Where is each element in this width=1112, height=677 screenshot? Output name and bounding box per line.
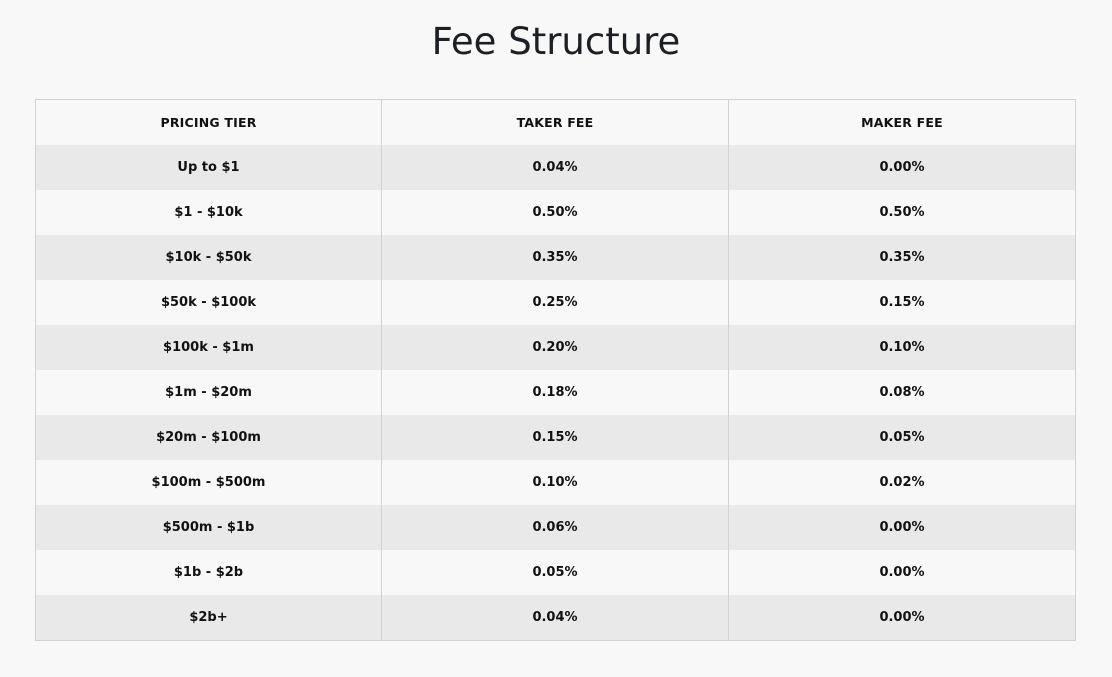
cell-maker-fee: 0.08% bbox=[728, 370, 1076, 415]
cell-tier: $1b - $2b bbox=[35, 550, 382, 595]
cell-taker-fee: 0.04% bbox=[381, 595, 729, 641]
table-header: PRICING TIER TAKER FEE MAKER FEE bbox=[35, 99, 1076, 145]
cell-taker-fee: 0.50% bbox=[381, 190, 729, 235]
table-row: $1b - $2b 0.05% 0.00% bbox=[35, 550, 1076, 595]
cell-maker-fee: 0.00% bbox=[728, 505, 1076, 550]
cell-maker-fee: 0.02% bbox=[728, 460, 1076, 505]
cell-tier: $2b+ bbox=[35, 595, 382, 641]
page-title: Fee Structure bbox=[431, 20, 681, 63]
cell-tier: Up to $1 bbox=[35, 145, 382, 190]
cell-maker-fee: 0.05% bbox=[728, 415, 1076, 460]
cell-taker-fee: 0.35% bbox=[381, 235, 729, 280]
table-row: $20m - $100m 0.15% 0.05% bbox=[35, 415, 1076, 460]
cell-tier: $10k - $50k bbox=[35, 235, 382, 280]
fee-table: PRICING TIER TAKER FEE MAKER FEE Up to $… bbox=[35, 99, 1076, 641]
header-row: PRICING TIER TAKER FEE MAKER FEE bbox=[35, 99, 1076, 145]
header-taker-fee: TAKER FEE bbox=[381, 99, 729, 145]
cell-taker-fee: 0.10% bbox=[381, 460, 729, 505]
cell-taker-fee: 0.20% bbox=[381, 325, 729, 370]
table-row: Up to $1 0.04% 0.00% bbox=[35, 145, 1076, 190]
cell-maker-fee: 0.15% bbox=[728, 280, 1076, 325]
cell-taker-fee: 0.04% bbox=[381, 145, 729, 190]
cell-tier: $1 - $10k bbox=[35, 190, 382, 235]
cell-maker-fee: 0.50% bbox=[728, 190, 1076, 235]
cell-tier: $1m - $20m bbox=[35, 370, 382, 415]
cell-taker-fee: 0.18% bbox=[381, 370, 729, 415]
table-row: $10k - $50k 0.35% 0.35% bbox=[35, 235, 1076, 280]
table-row: $50k - $100k 0.25% 0.15% bbox=[35, 280, 1076, 325]
cell-tier: $500m - $1b bbox=[35, 505, 382, 550]
table-row: $500m - $1b 0.06% 0.00% bbox=[35, 505, 1076, 550]
header-pricing-tier: PRICING TIER bbox=[35, 99, 382, 145]
cell-maker-fee: 0.00% bbox=[728, 595, 1076, 641]
cell-maker-fee: 0.00% bbox=[728, 145, 1076, 190]
cell-maker-fee: 0.10% bbox=[728, 325, 1076, 370]
header-maker-fee: MAKER FEE bbox=[728, 99, 1076, 145]
cell-tier: $50k - $100k bbox=[35, 280, 382, 325]
cell-maker-fee: 0.35% bbox=[728, 235, 1076, 280]
cell-taker-fee: 0.05% bbox=[381, 550, 729, 595]
table-body: Up to $1 0.04% 0.00% $1 - $10k 0.50% 0.5… bbox=[35, 145, 1076, 641]
cell-tier: $100m - $500m bbox=[35, 460, 382, 505]
cell-taker-fee: 0.25% bbox=[381, 280, 729, 325]
table-row: $100k - $1m 0.20% 0.10% bbox=[35, 325, 1076, 370]
table-row: $2b+ 0.04% 0.00% bbox=[35, 595, 1076, 641]
table-row: $100m - $500m 0.10% 0.02% bbox=[35, 460, 1076, 505]
table-row: $1m - $20m 0.18% 0.08% bbox=[35, 370, 1076, 415]
cell-tier: $20m - $100m bbox=[35, 415, 382, 460]
table-row: $1 - $10k 0.50% 0.50% bbox=[35, 190, 1076, 235]
cell-taker-fee: 0.06% bbox=[381, 505, 729, 550]
cell-taker-fee: 0.15% bbox=[381, 415, 729, 460]
cell-maker-fee: 0.00% bbox=[728, 550, 1076, 595]
cell-tier: $100k - $1m bbox=[35, 325, 382, 370]
